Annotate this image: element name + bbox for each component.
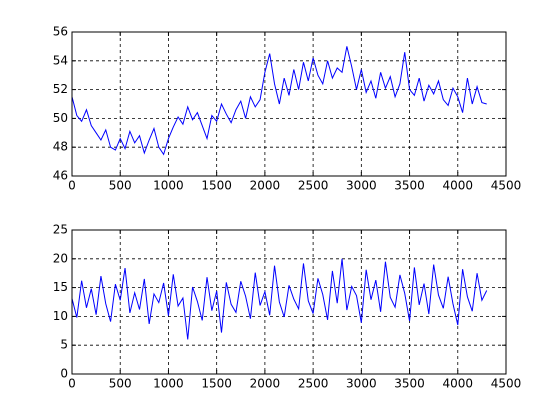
y-tick-label: 25 <box>53 223 68 237</box>
x-tick-label: 1000 <box>153 377 184 391</box>
y-tick-label: 48 <box>53 140 68 154</box>
y-tick-label: 10 <box>53 309 68 323</box>
y-tick-label: 5 <box>60 338 68 352</box>
x-tick-label: 1500 <box>201 377 232 391</box>
data-line <box>71 46 487 156</box>
x-tick-label: 3000 <box>346 179 377 193</box>
axes-box <box>71 229 507 375</box>
x-tick-label: 3500 <box>394 179 425 193</box>
y-tick-label: 15 <box>53 280 68 294</box>
axes-border <box>71 229 507 375</box>
y-tick-label: 50 <box>53 111 68 125</box>
x-tick-label: 0 <box>68 179 76 193</box>
x-tick-label: 2000 <box>250 377 281 391</box>
x-tick-label: 4000 <box>443 179 474 193</box>
x-tick-label: 4500 <box>491 377 522 391</box>
y-tick-label: 46 <box>53 169 68 183</box>
x-tick-label: 500 <box>109 179 132 193</box>
x-tick-label: 4500 <box>491 179 522 193</box>
x-tick-label: 4000 <box>443 377 474 391</box>
x-tick-label: 2000 <box>250 179 281 193</box>
x-tick-label: 3500 <box>394 377 425 391</box>
x-tick-label: 500 <box>109 377 132 391</box>
y-tick-label: 20 <box>53 251 68 265</box>
x-tick-label: 1500 <box>201 179 232 193</box>
x-tick-label: 2500 <box>298 179 329 193</box>
y-tick-label: 56 <box>53 25 68 39</box>
x-tick-label: 3000 <box>346 377 377 391</box>
x-tick-label: 2500 <box>298 377 329 391</box>
x-tick-label: 1000 <box>153 179 184 193</box>
x-tick-label: 0 <box>68 377 76 391</box>
axes-border <box>71 31 507 177</box>
axes-box <box>71 31 507 177</box>
y-tick-label: 54 <box>53 53 68 67</box>
y-tick-label: 52 <box>53 82 68 96</box>
data-line <box>71 258 488 340</box>
y-tick-label: 0 <box>60 367 68 381</box>
